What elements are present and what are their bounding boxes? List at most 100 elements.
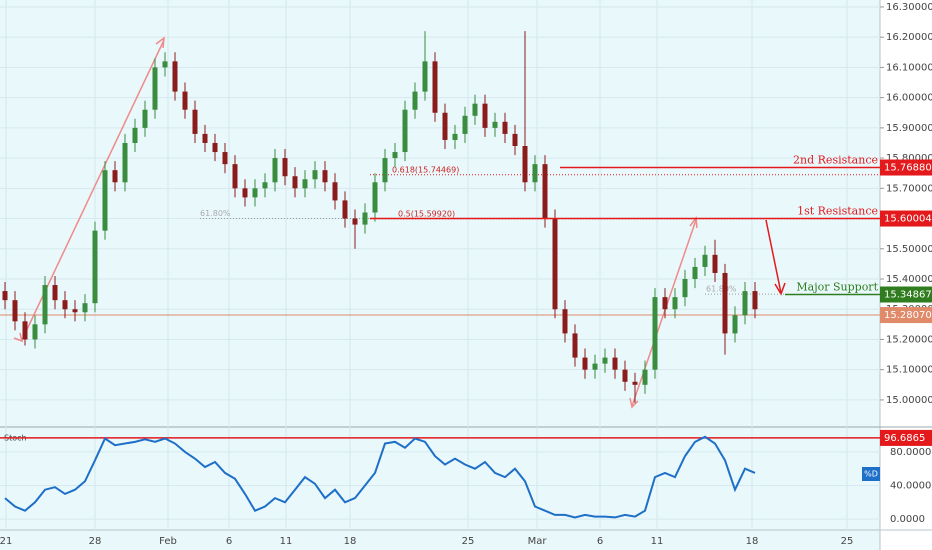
candle-body: [392, 152, 398, 159]
candle-body: [542, 164, 548, 219]
candle-body: [742, 291, 748, 316]
candle-body: [202, 133, 208, 143]
candle-body: [472, 103, 478, 116]
candle-body: [252, 188, 258, 198]
candle-body: [682, 279, 688, 298]
candle-body: [342, 200, 348, 219]
candle-body: [402, 109, 408, 153]
candle-body: [662, 297, 668, 310]
candle-body: [102, 170, 108, 231]
candle-body: [482, 103, 488, 128]
fib-label: 0.618(15.74469): [392, 165, 459, 174]
candle-body: [582, 357, 588, 370]
price-badge: [880, 429, 932, 446]
candle-body: [332, 182, 338, 201]
level-price: 15.34867: [884, 290, 932, 301]
y-tick-label: 16.30000: [886, 2, 932, 13]
x-tick-label: Feb: [159, 536, 177, 547]
candle-body: [322, 170, 328, 183]
candle-body: [172, 61, 178, 92]
level-price: 15.76880: [884, 163, 932, 174]
x-tick-label: 18: [746, 536, 759, 547]
candle-body: [72, 309, 78, 313]
candle-body: [442, 112, 448, 140]
candle-body: [2, 291, 8, 301]
y-tick-label: 16.10000: [886, 62, 932, 73]
candle-body: [152, 67, 158, 110]
x-tick-label: 6: [226, 536, 232, 547]
fib-label: 61.80%: [200, 209, 231, 218]
candle-body: [412, 91, 418, 110]
candle-body: [212, 142, 218, 153]
x-tick-label: 6: [597, 536, 603, 547]
x-tick-label: 21: [0, 536, 12, 547]
level-name: 1st Resistance: [797, 205, 878, 218]
candle-body: [52, 285, 58, 301]
y-tick-label: 15.10000: [886, 365, 932, 376]
candle-body: [242, 188, 248, 198]
x-tick-label: 25: [841, 536, 854, 547]
x-tick-label: 28: [89, 536, 102, 547]
y-tick-label: 15.00000: [886, 395, 932, 406]
candle-body: [22, 321, 28, 340]
y-tick-label: 15.80000: [886, 153, 932, 164]
candle-body: [122, 142, 128, 183]
price-badge: [880, 307, 932, 324]
x-tick-label: 18: [344, 536, 357, 547]
y-tick-label: 15.20000: [886, 334, 932, 345]
candle-body: [642, 369, 648, 385]
candle-body: [462, 115, 468, 134]
candle-body: [112, 170, 118, 183]
candle-body: [42, 285, 48, 325]
y-tick-label: 15.90000: [886, 123, 932, 134]
x-tick-label: 11: [651, 536, 664, 547]
x-tick-label: 25: [462, 536, 475, 547]
candle-body: [602, 357, 608, 364]
candle-body: [512, 133, 518, 146]
current-price-label: 15.28070: [884, 310, 932, 321]
candle-body: [532, 164, 538, 183]
x-tick-label: 11: [280, 536, 293, 547]
stoch-level-label: 96.6865: [884, 433, 925, 444]
candle-body: [192, 109, 198, 134]
candle-body: [32, 324, 38, 340]
fib-label: 0.5(15.59920): [398, 209, 455, 218]
plot-background: [0, 0, 880, 550]
candle-body: [492, 121, 498, 128]
candle-body: [292, 176, 298, 189]
candle-body: [752, 291, 758, 310]
stoch-line: [4, 435, 756, 519]
candle-body: [502, 121, 508, 134]
candle-body: [592, 363, 598, 370]
price-badge: [880, 159, 932, 176]
candle-body: [382, 158, 388, 183]
price-axis: [880, 0, 932, 550]
candle-body: [652, 297, 658, 370]
x-tick-label: Mar: [528, 536, 548, 547]
y2-tick-label: 80.0000: [890, 447, 931, 458]
candle-body: [82, 303, 88, 313]
candle-body: [572, 333, 578, 358]
candle-body: [552, 218, 558, 310]
fib-label: 61.80%: [706, 285, 737, 294]
candle-body: [162, 61, 168, 68]
candle-body: [182, 91, 188, 110]
y2-tick-label: 0.0000: [890, 514, 925, 525]
candle-body: [692, 266, 698, 280]
level-price: 15.60004: [884, 214, 932, 225]
candle-body: [632, 381, 638, 385]
price-badge: [880, 210, 932, 227]
candle-body: [712, 254, 718, 273]
candle-body: [622, 369, 628, 382]
y-tick-label: 15.50000: [886, 244, 932, 255]
candle-body: [702, 254, 708, 267]
candle-body: [452, 133, 458, 140]
candle-body: [732, 315, 738, 334]
candle-body: [312, 170, 318, 180]
y-tick-label: 15.40000: [886, 274, 932, 285]
y2-tick-label: 40.0000: [890, 481, 931, 492]
candle-body: [272, 158, 278, 183]
y-tick-label: 16.00000: [886, 93, 932, 104]
series-name: %D: [864, 470, 878, 479]
